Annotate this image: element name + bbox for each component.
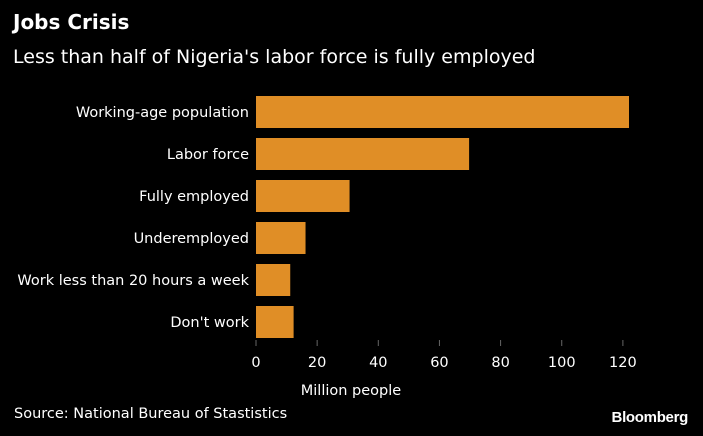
bar (256, 306, 294, 338)
bar (256, 96, 629, 128)
bar (256, 138, 470, 170)
bloomberg-logo: Bloomberg (611, 409, 689, 426)
bar (256, 264, 291, 296)
x-tick-label: 0 (251, 355, 260, 371)
x-tick-label: 20 (308, 355, 326, 371)
x-tick-label: 80 (491, 355, 509, 371)
x-tick-label: 120 (609, 355, 637, 371)
chart-subtitle: Less than half of Nigeria's labor force … (13, 46, 536, 68)
category-label: Don't work (170, 315, 249, 331)
x-tick-label: 40 (369, 355, 387, 371)
chart-title: Jobs Crisis (13, 10, 130, 34)
bar (256, 222, 306, 254)
bar (256, 180, 350, 212)
category-label: Underemployed (134, 231, 249, 247)
category-label: Labor force (167, 147, 249, 163)
source-note: Source: National Bureau of Stastistics (14, 406, 288, 422)
category-label: Working-age population (76, 105, 249, 121)
category-label: Work less than 20 hours a week (17, 273, 249, 289)
category-label: Fully employed (139, 189, 249, 205)
x-tick-label: 60 (430, 355, 448, 371)
x-axis-label: Million people (301, 383, 402, 399)
x-tick-label: 100 (548, 355, 576, 371)
